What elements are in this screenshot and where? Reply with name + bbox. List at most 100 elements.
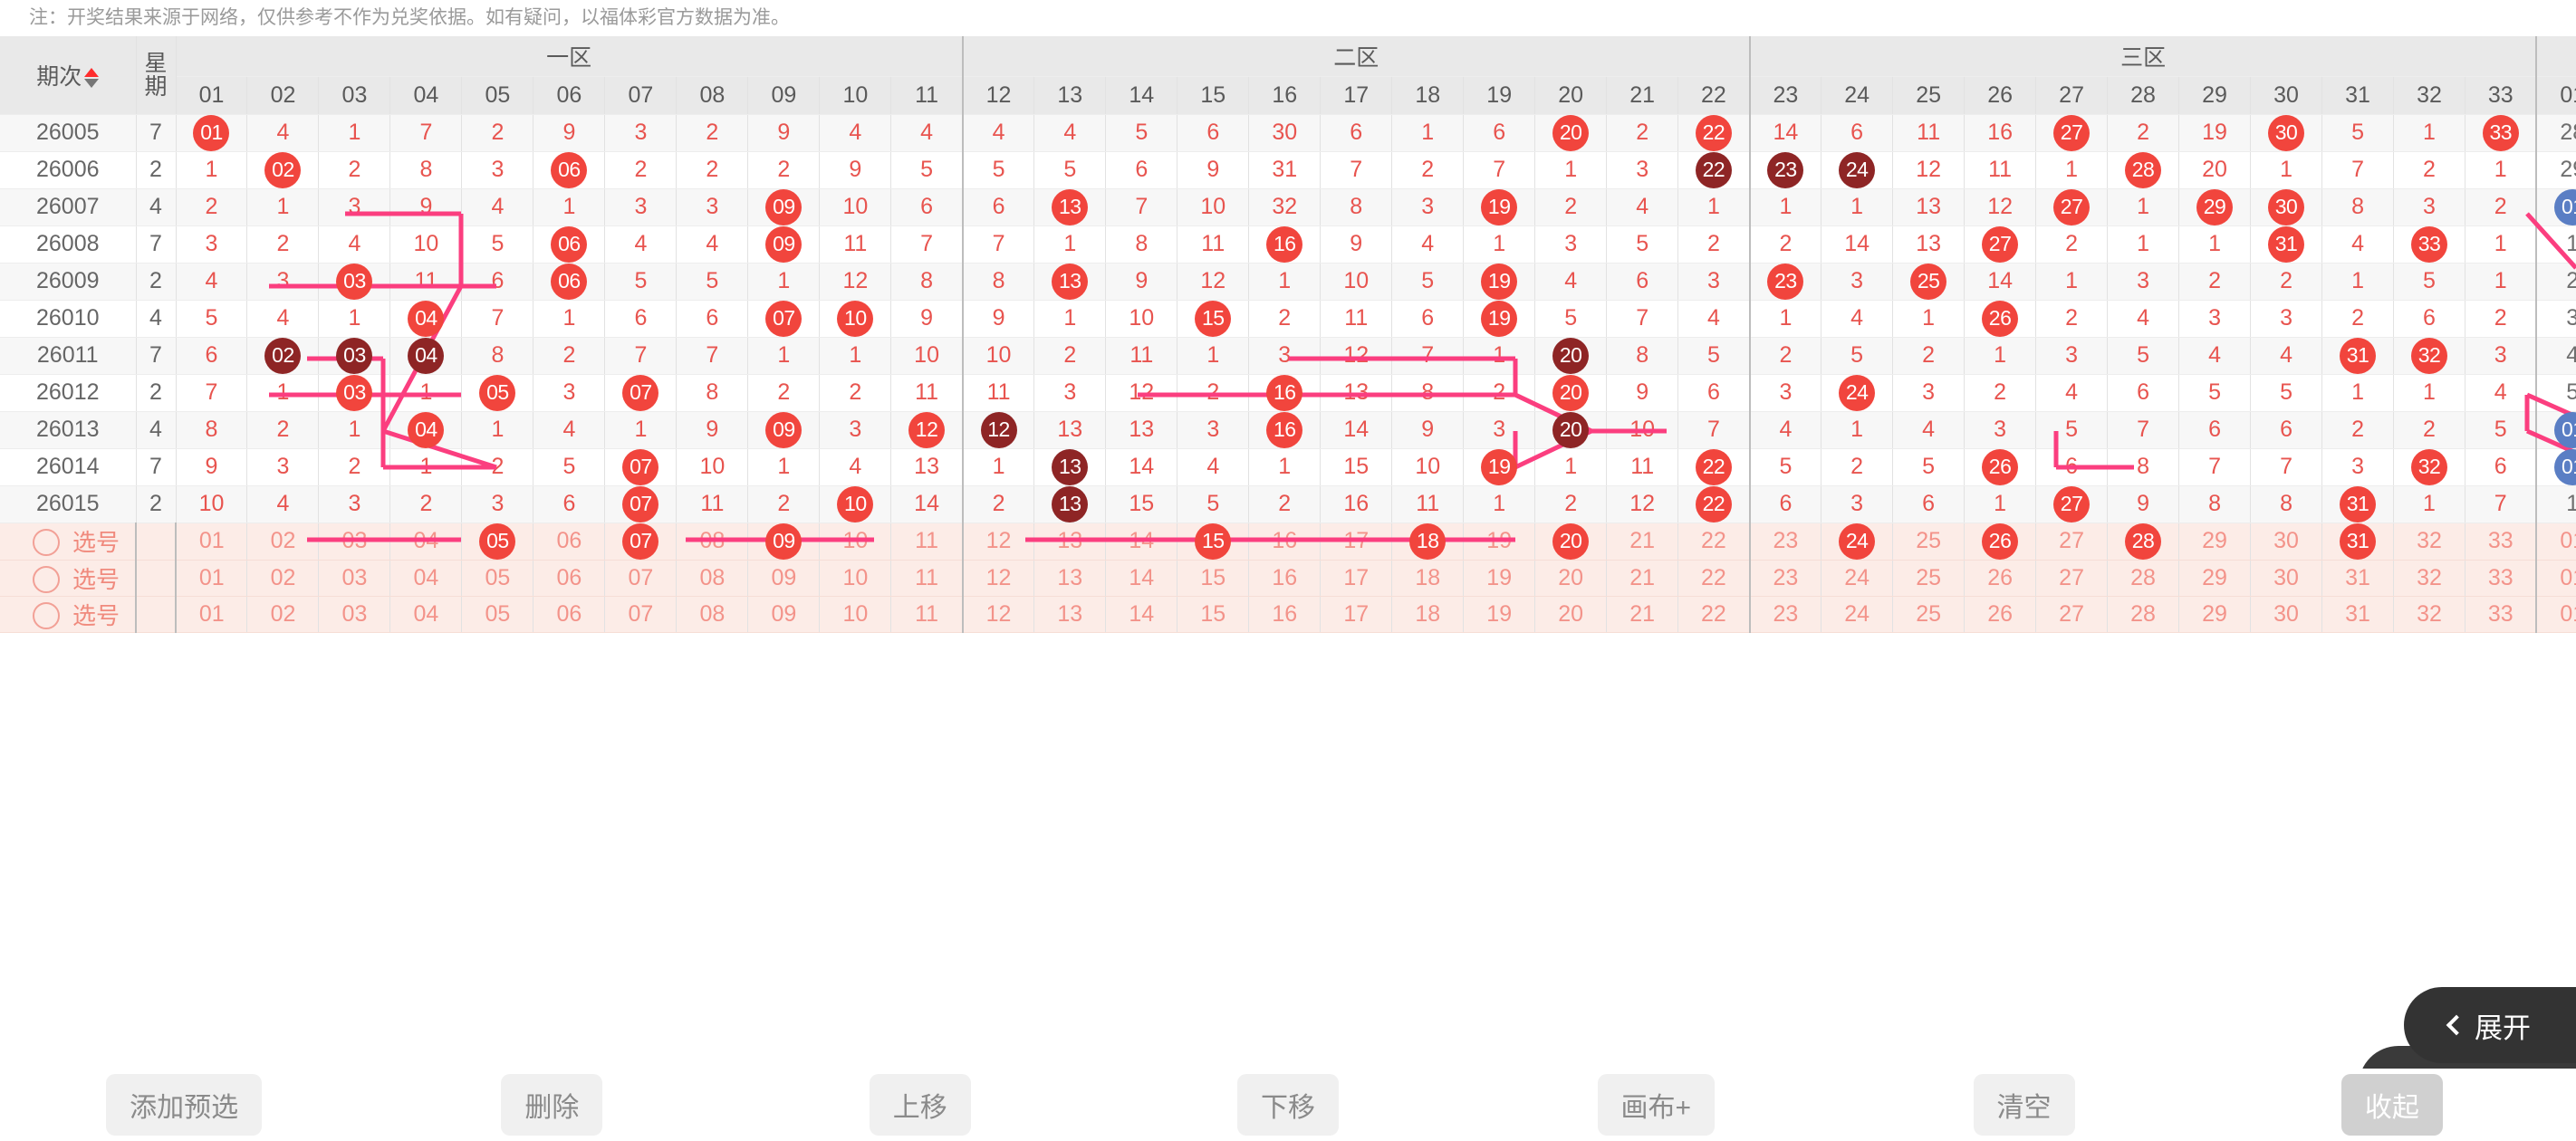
red-cell-4[interactable]: 1 [389, 448, 463, 486]
toolbar-button-7[interactable]: 收起 [2208, 1074, 2576, 1136]
number-col-header-15[interactable]: 15 [1177, 76, 1250, 115]
red-cell-5[interactable]: 3 [461, 151, 534, 189]
preselect-red-cell-7[interactable]: 07 [604, 560, 678, 597]
red-cell-5[interactable]: 7 [461, 300, 534, 338]
red-cell-25[interactable]: 1 [1892, 300, 1966, 338]
preselect-red-cell-32[interactable]: 32 [2393, 523, 2465, 561]
red-cell-25[interactable]: 4 [1892, 411, 1966, 449]
row-issue-number[interactable]: 26007 [0, 188, 137, 226]
number-ball-26[interactable]: 26 [1982, 300, 2019, 337]
red-cell-9[interactable]: 2 [747, 485, 821, 523]
red-cell-28[interactable]: 5 [2107, 337, 2180, 375]
red-cell-25[interactable]: 6 [1892, 485, 1966, 523]
red-cell-23[interactable]: 3 [1749, 374, 1822, 412]
red-cell-31[interactable]: 2 [2321, 300, 2395, 338]
red-cell-15[interactable]: 3 [1177, 411, 1250, 449]
red-cell-9[interactable]: 2 [747, 374, 821, 412]
red-cell-26[interactable]: 27 [1964, 225, 2037, 264]
number-ball-13[interactable]: 13 [1052, 448, 1089, 485]
red-cell-13[interactable]: 13 [1033, 263, 1107, 301]
row-issue-number[interactable]: 26009 [0, 263, 137, 301]
red-cell-10[interactable]: 12 [819, 263, 892, 301]
red-cell-15[interactable]: 11 [1177, 225, 1250, 264]
preselect-red-cell-14[interactable]: 14 [1105, 596, 1178, 633]
number-ball-04[interactable]: 04 [408, 411, 445, 448]
blue-cell-1[interactable]: 01 [2536, 411, 2576, 449]
red-cell-22[interactable]: 6 [1677, 374, 1751, 412]
blue-cell-1[interactable]: 01 [2536, 448, 2576, 486]
red-cell-27[interactable]: 4 [2035, 374, 2109, 412]
preselect-red-cell-18[interactable]: 18 [1391, 560, 1465, 597]
red-cell-32[interactable]: 32 [2393, 448, 2465, 486]
red-cell-13[interactable]: 4 [1033, 114, 1107, 152]
preselect-row-label-cell[interactable]: 选号 [0, 596, 137, 633]
preselect-red-cell-23[interactable]: 23 [1749, 596, 1822, 633]
red-cell-27[interactable]: 6 [2035, 448, 2109, 486]
preselect-red-cell-6[interactable]: 06 [533, 596, 606, 633]
red-cell-23[interactable]: 5 [1749, 448, 1822, 486]
red-cell-16[interactable]: 3 [1248, 337, 1322, 375]
preselect-red-cell-8[interactable]: 08 [676, 523, 749, 561]
number-ball-01[interactable]: 01 [193, 114, 230, 151]
red-cell-9[interactable]: 1 [747, 448, 821, 486]
table-row[interactable]: 26009 2 4 3 03 11 6 06 5 5 1 12 8 8 13 9 12 1 10 5 19 4 6 3 23 3 2… [0, 263, 2576, 301]
number-ball-10[interactable]: 10 [837, 300, 874, 337]
red-cell-26[interactable]: 1 [1964, 337, 2037, 375]
red-cell-11[interactable]: 11 [890, 374, 964, 412]
number-ball-24[interactable]: 24 [1839, 374, 1876, 411]
preselect-red-cell-24[interactable]: 24 [1821, 523, 1894, 561]
number-ball-01[interactable]: 01 [2554, 411, 2576, 448]
table-row[interactable]: 26007 4 2 1 3 9 4 1 3 3 09 10 6 6 13 7 10 32 8 3 19 2 4 1 1 1 13 12… [0, 188, 2576, 226]
red-cell-11[interactable]: 6 [890, 188, 964, 226]
red-cell-29[interactable]: 3 [2178, 300, 2252, 338]
red-cell-18[interactable]: 1 [1391, 114, 1465, 152]
table-row[interactable]: 26015 2 10 4 3 2 3 6 07 11 2 10 14 2 13 15 5 2 16 11 1 2 12 22 6… [0, 485, 2576, 523]
toolbar-button-3[interactable]: 上移 [736, 1074, 1104, 1136]
red-cell-22[interactable]: 22 [1677, 485, 1751, 523]
red-cell-31[interactable]: 31 [2321, 337, 2395, 375]
preselect-red-cell-12[interactable]: 12 [962, 560, 1035, 597]
red-cell-15[interactable]: 9 [1177, 151, 1250, 189]
number-ball-18[interactable]: 18 [1409, 523, 1447, 560]
red-cell-26[interactable]: 1 [1964, 485, 2037, 523]
red-cell-2[interactable]: 3 [246, 263, 320, 301]
preselect-red-cell-15[interactable]: 15 [1177, 523, 1250, 561]
number-ball-09[interactable]: 09 [765, 225, 803, 263]
number-ball-26[interactable]: 26 [1982, 523, 2019, 560]
preselect-red-cell-3[interactable]: 03 [318, 560, 391, 597]
preselect-radio-icon[interactable] [33, 565, 60, 593]
red-cell-28[interactable]: 28 [2107, 151, 2180, 189]
number-ball-07[interactable]: 07 [622, 485, 659, 523]
preselect-red-cell-32[interactable]: 32 [2393, 596, 2465, 633]
preselect-red-cell-26[interactable]: 26 [1964, 560, 2037, 597]
number-ball-13[interactable]: 13 [1052, 188, 1089, 225]
red-cell-6[interactable]: 6 [533, 485, 606, 523]
red-cell-3[interactable]: 4 [318, 225, 391, 264]
red-cell-10[interactable]: 11 [819, 225, 892, 264]
preselect-red-cell-12[interactable]: 12 [962, 523, 1035, 561]
red-cell-27[interactable]: 3 [2035, 337, 2109, 375]
number-col-header-29[interactable]: 29 [2178, 76, 2252, 115]
red-cell-5[interactable]: 8 [461, 337, 534, 375]
number-ball-12[interactable]: 12 [908, 411, 946, 448]
red-cell-4[interactable]: 04 [389, 337, 463, 375]
red-cell-21[interactable]: 10 [1606, 411, 1679, 449]
red-cell-11[interactable]: 9 [890, 300, 964, 338]
preselect-row-label-cell[interactable]: 选号 [0, 523, 137, 561]
number-col-header-26[interactable]: 26 [1964, 76, 2037, 115]
number-col-header-02[interactable]: 02 [246, 76, 320, 115]
red-cell-30[interactable]: 4 [2250, 337, 2323, 375]
red-cell-24[interactable]: 3 [1821, 263, 1894, 301]
red-cell-25[interactable]: 2 [1892, 337, 1966, 375]
red-cell-8[interactable]: 7 [676, 337, 749, 375]
number-ball-09[interactable]: 09 [765, 188, 803, 225]
table-row[interactable]: 26013 4 8 2 1 04 1 4 1 9 09 3 12 12 13 13 3 16 14 9 3 20 10 7 4 1… [0, 411, 2576, 449]
red-cell-9[interactable]: 09 [747, 411, 821, 449]
red-cell-33[interactable]: 6 [2465, 448, 2538, 486]
red-cell-5[interactable]: 05 [461, 374, 534, 412]
preselect-red-cell-19[interactable]: 19 [1463, 560, 1536, 597]
red-cell-20[interactable]: 1 [1534, 448, 1608, 486]
preselect-red-cell-21[interactable]: 21 [1606, 523, 1679, 561]
red-cell-16[interactable]: 31 [1248, 151, 1322, 189]
red-cell-12[interactable]: 4 [962, 114, 1035, 152]
